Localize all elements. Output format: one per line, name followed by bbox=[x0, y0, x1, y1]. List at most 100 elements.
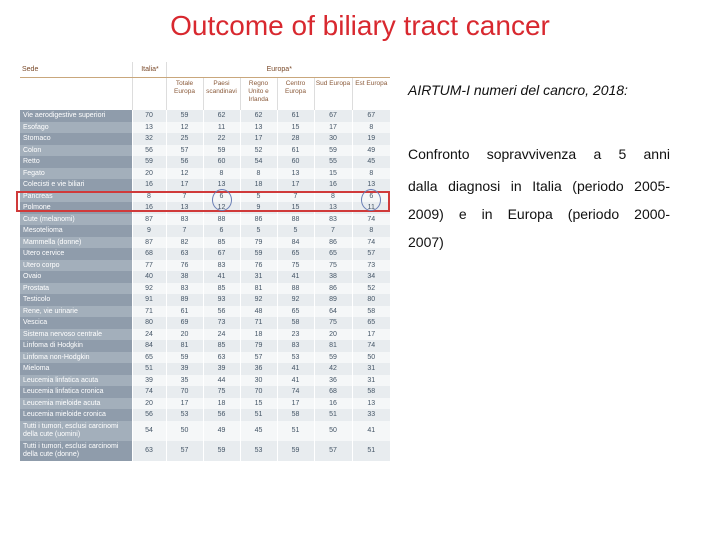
row-value: 76 bbox=[239, 259, 277, 271]
row-value: 48 bbox=[239, 305, 277, 317]
row-value: 8 bbox=[202, 167, 240, 179]
row-value: 81 bbox=[165, 340, 203, 352]
row-value: 31 bbox=[239, 271, 277, 283]
row-value: 17 bbox=[351, 328, 391, 340]
row-site: Cute (melanomi) bbox=[20, 213, 132, 225]
row-value: 19 bbox=[351, 133, 391, 145]
row-value: 88 bbox=[276, 282, 314, 294]
table-row: Retto 59 56 60 54 60 55 45 bbox=[20, 156, 391, 168]
row-value: 52 bbox=[351, 282, 391, 294]
row-value: 83 bbox=[165, 213, 203, 225]
row-site: Utero cervice bbox=[20, 248, 132, 260]
row-value: 33 bbox=[351, 409, 391, 421]
row-value: 17 bbox=[313, 121, 352, 133]
subheader: Sud Europa bbox=[313, 77, 352, 110]
subheader: Regno Unito e Irlanda bbox=[239, 77, 277, 110]
row-value: 16 bbox=[131, 179, 166, 191]
row-value: 32 bbox=[131, 133, 166, 145]
row-value: 20 bbox=[313, 328, 352, 340]
subheader: Centro Europa bbox=[276, 77, 314, 110]
row-value: 59 bbox=[202, 440, 240, 461]
row-site: Mesotelioma bbox=[20, 225, 132, 237]
row-value: 83 bbox=[313, 213, 352, 225]
row-value: 17 bbox=[165, 397, 203, 409]
row-value: 57 bbox=[165, 440, 203, 461]
row-value: 59 bbox=[239, 248, 277, 260]
table-row: Utero corpo 77 76 83 76 75 75 73 bbox=[20, 259, 391, 271]
row-value: 88 bbox=[276, 213, 314, 225]
row-value: 56 bbox=[131, 144, 166, 156]
row-value: 70 bbox=[239, 386, 277, 398]
table-row: Linfoma di Hodgkin 84 81 85 79 83 81 74 bbox=[20, 340, 391, 352]
row-value: 92 bbox=[276, 294, 314, 306]
row-value: 83 bbox=[202, 259, 240, 271]
row-value: 45 bbox=[351, 156, 391, 168]
row-value: 81 bbox=[239, 282, 277, 294]
row-value: 20 bbox=[165, 328, 203, 340]
row-value: 17 bbox=[276, 397, 314, 409]
row-value: 59 bbox=[313, 144, 352, 156]
row-value: 80 bbox=[351, 294, 391, 306]
row-value: 84 bbox=[131, 340, 166, 352]
row-value: 6 bbox=[202, 225, 240, 237]
row-value: 65 bbox=[276, 305, 314, 317]
row-site: Fegato bbox=[20, 167, 132, 179]
row-value: 86 bbox=[313, 282, 352, 294]
row-value: 53 bbox=[276, 351, 314, 363]
row-value: 51 bbox=[351, 440, 391, 461]
row-value: 59 bbox=[131, 156, 166, 168]
row-site: Leucemia mieloide acuta bbox=[20, 397, 132, 409]
row-site: Pancreas bbox=[20, 190, 132, 202]
row-value: 75 bbox=[276, 259, 314, 271]
row-value: 85 bbox=[202, 282, 240, 294]
row-value: 61 bbox=[165, 305, 203, 317]
row-value: 8 bbox=[351, 121, 391, 133]
row-site: Tutti i tumori, esclusi carcinomi della … bbox=[20, 420, 132, 441]
row-value: 87 bbox=[131, 213, 166, 225]
row-value: 67 bbox=[202, 248, 240, 260]
row-value: 70 bbox=[131, 110, 166, 122]
row-value: 16 bbox=[313, 179, 352, 191]
table-row: Tutti i tumori, esclusi carcinomi della … bbox=[20, 440, 391, 461]
row-value: 87 bbox=[131, 236, 166, 248]
header-europe: Europa* bbox=[166, 62, 391, 78]
row-value: 67 bbox=[313, 110, 352, 122]
circle-annotation bbox=[212, 189, 232, 211]
row-value: 62 bbox=[202, 110, 240, 122]
row-value: 25 bbox=[165, 133, 203, 145]
row-value: 8 bbox=[239, 167, 277, 179]
row-value: 7 bbox=[165, 190, 203, 202]
header-blank bbox=[20, 78, 132, 111]
table-row: Leucemia linfatica cronica 74 70 75 70 74 68 58 bbox=[20, 386, 391, 398]
row-value: 51 bbox=[239, 409, 277, 421]
table-row: Mesotelioma 9 7 6 5 5 7 8 bbox=[20, 225, 391, 237]
row-value: 57 bbox=[165, 144, 203, 156]
row-value: 5 bbox=[239, 225, 277, 237]
row-value: 41 bbox=[202, 271, 240, 283]
note-line: 2009) e in Europa (periodo 2000- bbox=[408, 206, 670, 222]
table-row: Leucemia linfatica acuta 39 35 44 30 41 36 31 bbox=[20, 374, 391, 386]
row-site: Esofago bbox=[20, 121, 132, 133]
row-value: 39 bbox=[165, 363, 203, 375]
row-value: 53 bbox=[239, 440, 277, 461]
row-value: 17 bbox=[165, 179, 203, 191]
circle-annotation bbox=[361, 189, 381, 211]
row-value: 20 bbox=[131, 397, 166, 409]
row-value: 60 bbox=[276, 156, 314, 168]
table-row: Leucemia mieloide acuta 20 17 18 15 17 16 13 bbox=[20, 397, 391, 409]
row-value: 56 bbox=[202, 305, 240, 317]
row-value: 28 bbox=[276, 133, 314, 145]
row-value: 61 bbox=[276, 144, 314, 156]
row-value: 51 bbox=[313, 409, 352, 421]
table-row: Mammella (donne) 87 82 85 79 84 86 74 bbox=[20, 236, 391, 248]
header-italy: Italia* bbox=[131, 62, 167, 78]
row-value: 50 bbox=[351, 351, 391, 363]
row-value: 49 bbox=[351, 144, 391, 156]
row-value: 8 bbox=[313, 190, 352, 202]
row-value: 13 bbox=[131, 121, 166, 133]
row-value: 22 bbox=[202, 133, 240, 145]
row-value: 42 bbox=[313, 363, 352, 375]
row-value: 74 bbox=[131, 386, 166, 398]
row-value: 30 bbox=[313, 133, 352, 145]
row-value: 65 bbox=[313, 248, 352, 260]
